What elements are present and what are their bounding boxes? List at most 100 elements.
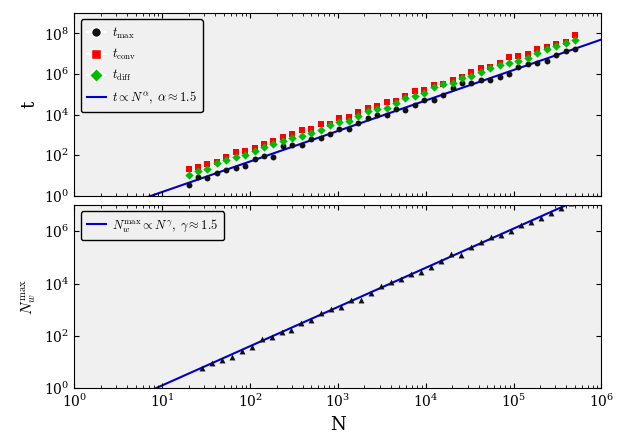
Point xyxy=(259,143,269,150)
Point xyxy=(268,153,278,160)
Point xyxy=(203,160,213,167)
Point xyxy=(438,80,448,87)
Point xyxy=(363,115,373,122)
Point xyxy=(193,164,203,171)
Point xyxy=(306,316,316,323)
Point xyxy=(296,320,306,327)
Point xyxy=(570,45,580,52)
Point xyxy=(542,57,552,64)
Point xyxy=(221,167,231,174)
Point xyxy=(316,121,326,128)
Point xyxy=(306,129,316,136)
Point xyxy=(372,112,382,119)
Point xyxy=(337,303,347,310)
Point xyxy=(297,141,307,148)
Point xyxy=(457,80,467,87)
Point xyxy=(231,149,241,156)
Point xyxy=(391,106,401,113)
Point xyxy=(334,126,344,133)
Point xyxy=(391,99,401,106)
Point xyxy=(240,151,250,158)
Point xyxy=(297,127,307,134)
Point xyxy=(546,210,556,217)
Point xyxy=(495,59,505,66)
Point xyxy=(268,140,278,147)
Point xyxy=(376,283,386,290)
Point xyxy=(401,95,410,102)
Point xyxy=(486,234,496,241)
Point xyxy=(476,65,485,72)
Point xyxy=(523,54,533,61)
Point xyxy=(526,219,536,226)
Point xyxy=(446,251,456,258)
Point xyxy=(268,137,278,144)
Point xyxy=(381,98,391,105)
X-axis label: N: N xyxy=(330,416,346,434)
Point xyxy=(306,126,316,133)
Point xyxy=(396,275,406,282)
Point xyxy=(353,108,363,115)
Point xyxy=(419,87,429,94)
Point xyxy=(495,74,505,81)
Point xyxy=(344,126,354,133)
Point xyxy=(438,91,448,98)
Point xyxy=(306,135,316,142)
Point xyxy=(286,326,296,333)
Point xyxy=(366,290,376,296)
Point xyxy=(237,347,247,354)
Point xyxy=(570,32,580,39)
Point xyxy=(277,329,286,336)
Point xyxy=(448,77,458,84)
Point xyxy=(259,153,269,160)
Point xyxy=(560,48,570,55)
Point xyxy=(476,68,485,75)
Point xyxy=(410,88,420,95)
Point xyxy=(436,257,446,264)
Legend: $t_{\mathrm{max}}$, $t_{\mathrm{conv}}$, $t_{\mathrm{diff}}$, $t \propto N^{\alp: $t_{\mathrm{max}}$, $t_{\mathrm{conv}}$,… xyxy=(81,19,203,112)
Point xyxy=(250,155,260,162)
Point xyxy=(247,344,257,351)
Point xyxy=(416,268,426,275)
Point xyxy=(410,101,420,108)
Point xyxy=(556,204,565,211)
Point xyxy=(419,97,429,104)
Point xyxy=(297,132,307,139)
Point xyxy=(278,138,288,145)
Point xyxy=(513,57,523,64)
Point xyxy=(267,333,277,340)
Point xyxy=(203,166,213,173)
Point xyxy=(476,76,485,83)
Point xyxy=(278,143,288,150)
Point xyxy=(466,243,476,250)
Legend: $N_w^{\mathrm{max}} \propto N^{\gamma},\; \gamma \approx 1.5$: $N_w^{\mathrm{max}} \propto N^{\gamma},\… xyxy=(81,211,224,240)
Point xyxy=(334,119,344,126)
Point xyxy=(193,167,203,174)
Point xyxy=(485,64,495,71)
Point xyxy=(448,85,458,92)
Point xyxy=(516,222,526,229)
Y-axis label: t: t xyxy=(20,101,38,108)
Point xyxy=(466,69,476,76)
Point xyxy=(184,172,193,179)
Point xyxy=(287,135,297,142)
Point xyxy=(356,297,366,304)
Point xyxy=(250,144,260,151)
Point xyxy=(391,97,401,104)
Point xyxy=(347,297,356,304)
Point xyxy=(551,41,561,48)
Point xyxy=(316,134,326,141)
Point xyxy=(476,239,486,246)
Point xyxy=(536,215,546,221)
Point xyxy=(184,182,193,189)
Point xyxy=(353,112,363,119)
Point xyxy=(570,36,580,43)
Point xyxy=(381,111,391,118)
Point xyxy=(401,93,410,100)
Point xyxy=(504,54,514,61)
Point xyxy=(401,107,410,114)
Point xyxy=(542,45,552,52)
Y-axis label: $N_w^{\mathrm{max}}$: $N_w^{\mathrm{max}}$ xyxy=(20,279,38,314)
Point xyxy=(496,232,506,239)
Point xyxy=(240,162,250,169)
Point xyxy=(372,102,382,109)
